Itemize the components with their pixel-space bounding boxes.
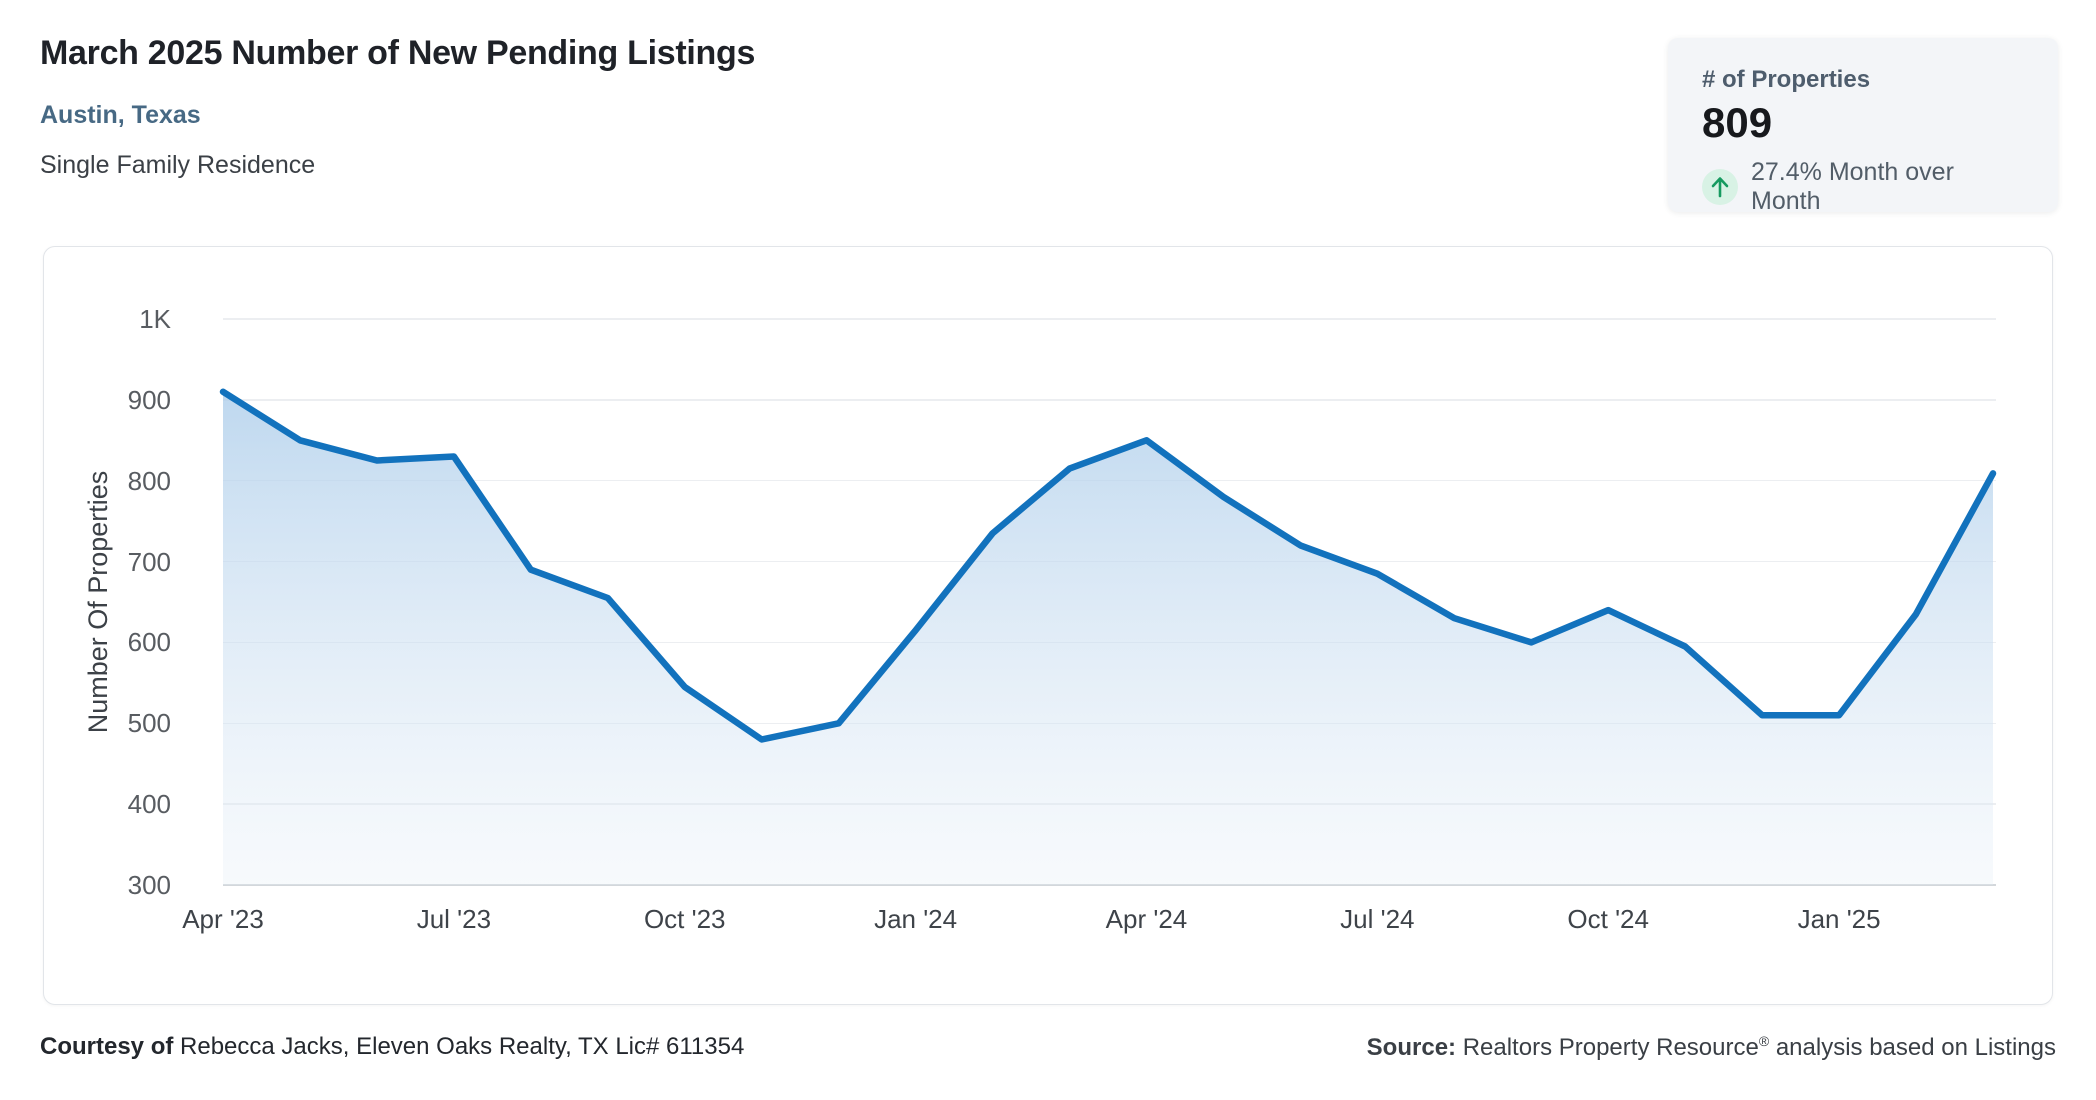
x-tick-label: Apr '23 [182, 904, 264, 934]
y-tick-label: 400 [127, 789, 171, 820]
x-tick-label: Apr '24 [1105, 904, 1188, 934]
chart-card: 1K 900 800 700 600 500 400 300 Apr '23 Jul '23 Oc… [43, 246, 2053, 1005]
trend-up-icon [1702, 169, 1738, 205]
x-tick-label: Jul '24 [1340, 904, 1415, 934]
location-subtitle: Austin, Texas [40, 101, 201, 129]
y-tick-label: 700 [127, 546, 171, 577]
stat-card-value: 809 [1702, 99, 1773, 146]
stat-card-label: # of Properties [1702, 66, 1871, 93]
property-type-label: Single Family Residence [40, 151, 316, 179]
gridline [223, 399, 1996, 401]
line-series [219, 388, 1997, 743]
y-tick-label: 1K [139, 304, 171, 334]
stat-card-change-text: 27.4% Month over Month [1751, 158, 1954, 215]
arrow-up-glyph [1711, 177, 1729, 198]
registered-trademark-icon: ® [1758, 1033, 1770, 1049]
y-tick-label: 900 [127, 384, 171, 415]
stat-card-change: 27.4% Month over Month [1702, 158, 2024, 216]
courtesy-note: Courtesy of Rebecca Jacks, Eleven Oaks R… [40, 1033, 744, 1061]
y-tick-label: 300 [127, 870, 171, 900]
x-tick-label: Oct '24 [1567, 904, 1649, 934]
chart-plot[interactable] [44, 247, 2054, 1006]
area-series-fill [223, 391, 1993, 885]
source-label: Source: [1366, 1034, 1457, 1061]
source-note: Source: Realtors Property Resource® anal… [1367, 1033, 2056, 1062]
y-tick-label: 800 [127, 465, 171, 496]
source-rest: analysis based on Listings [1769, 1034, 2056, 1061]
x-tick-label: Jan '25 [1797, 904, 1881, 934]
x-tick-label: Jan '24 [874, 904, 958, 934]
courtesy-text: Rebecca Jacks, Eleven Oaks Realty, TX Li… [173, 1033, 745, 1060]
source-name: Realtors Property Resource [1456, 1034, 1759, 1061]
stat-card: # of Properties 809 27.4% Month over Mon… [1668, 38, 2058, 215]
courtesy-label: Courtesy of [40, 1033, 174, 1060]
y-tick-label: 500 [127, 708, 171, 739]
gridline [223, 318, 1996, 320]
x-tick-label: Jul '23 [416, 904, 492, 934]
y-axis-title: Number Of Properties [83, 470, 113, 734]
y-tick-label: 600 [127, 627, 171, 658]
x-tick-label: Oct '23 [643, 904, 726, 934]
page-title: March 2025 Number of New Pending Listing… [40, 34, 756, 72]
